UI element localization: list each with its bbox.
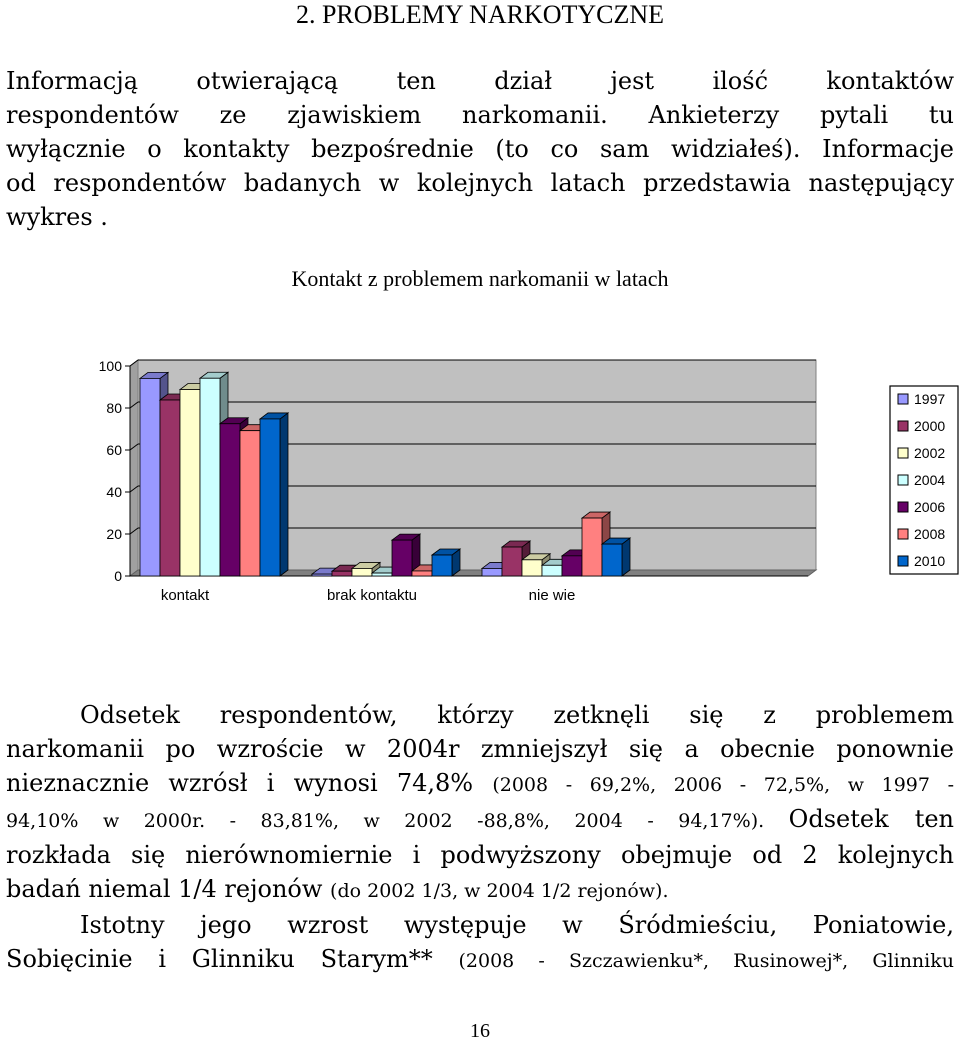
gridline-side: [129, 485, 139, 493]
bar: [139, 377, 161, 577]
plot-side-wall: [129, 359, 139, 577]
body-text-segment: Odsetek respondentów, którzy zetknęli si…: [80, 701, 954, 729]
analysis-paragraph: Odsetek respondentów, którzy zetknęli si…: [6, 698, 954, 978]
legend-swatch: [897, 501, 909, 513]
y-tick-label: 0: [114, 568, 122, 584]
intro-line: wyłącznie o kontakty bezpośrednie (to co…: [6, 135, 954, 163]
bar: [541, 564, 563, 577]
body-line: Odsetek respondentów, którzy zetknęli si…: [6, 698, 954, 732]
bar: [259, 418, 281, 577]
legend-label: 1997: [914, 391, 945, 407]
bar: [561, 555, 583, 577]
intro-line: wykres .: [6, 203, 108, 231]
bar-chart: 0 20 40 60 80 100 kontakt brak kontaktu nie wie 1…: [99, 358, 959, 604]
x-category-label: kontakt: [161, 587, 210, 604]
body-line: Sobięcinie i Glinniku Starym** (2008 - S…: [6, 942, 954, 978]
body-text-segment: Sobięcinie i Glinniku Starym**: [6, 945, 459, 973]
section-heading: 2. PROBLEMY NARKOTYCZNE: [295, 0, 665, 29]
bar: [481, 568, 503, 577]
bar-side: [621, 537, 631, 577]
y-tick-label: 20: [106, 526, 122, 542]
body-text-segment: (2008 - Szczawienku*, Rusinowej*, Glinni…: [458, 950, 955, 972]
legend-label: 2006: [914, 499, 945, 515]
body-text-segment: (do 2002 1/3, w 2004 1/2 rejonów).: [330, 880, 669, 902]
page-number: 16: [470, 1020, 490, 1042]
body-text-segment: (2008 - 69,2%, 2006 - 72,5%, w 1997 -: [492, 774, 955, 796]
bar: [601, 543, 623, 577]
body-line: Istotny jego wzrost występuje w Śródmieś…: [6, 908, 954, 942]
legend-swatch: [897, 447, 909, 459]
y-tick-label: 60: [106, 442, 122, 458]
bar: [431, 554, 453, 577]
intro-paragraph: Informacją otwierającą ten dział jest il…: [6, 64, 954, 234]
y-tick-label: 40: [106, 484, 122, 500]
bar: [521, 559, 543, 577]
body-text-segment: Odsetek ten: [788, 805, 955, 833]
bar: [501, 546, 523, 577]
bar: [239, 430, 261, 577]
gridline-side: [129, 527, 139, 535]
body-text-segment: nieznacznie wzrósł i wynosi 74,8%: [6, 769, 493, 797]
bar: [311, 573, 333, 577]
bar: [219, 423, 241, 577]
body-line: badań niemal 1/4 rejonów (do 2002 1/3, w…: [6, 872, 954, 908]
y-tick-label: 100: [99, 358, 123, 374]
chart-title: Kontakt z problemem narkomanii w latach: [291, 266, 669, 291]
body-text-segment: rozkłada się nierównomiernie i podwyższo…: [6, 841, 954, 869]
bar: [199, 377, 221, 577]
body-line: nieznacznie wzrósł i wynosi 74,8% (2008 …: [6, 766, 954, 802]
bar: [391, 539, 413, 577]
legend-swatch: [897, 555, 909, 567]
legend-label: 2010: [914, 553, 945, 569]
intro-line: od respondentów badanych w kolejnych lat…: [6, 169, 954, 197]
bar: [159, 399, 181, 577]
bar-side: [279, 412, 289, 577]
body-line: 94,10% w 2000r. - 83,81%, w 2002 -88,8%,…: [6, 802, 954, 838]
legend-swatch: [897, 393, 909, 405]
body-line: rozkłada się nierównomiernie i podwyższo…: [6, 838, 954, 872]
body-text-segment: Istotny jego wzrost występuje w Śródmieś…: [80, 911, 954, 939]
bar: [351, 568, 373, 577]
x-category-label: nie wie: [529, 587, 576, 604]
legend-swatch: [897, 420, 909, 432]
x-category-label: brak kontaktu: [327, 587, 417, 604]
legend-label: 2004: [914, 472, 945, 488]
legend-label: 2008: [914, 526, 945, 542]
body-text-segment: 94,10% w 2000r. - 83,81%, w 2002 -88,8%,…: [6, 810, 789, 832]
intro-line: Informacją otwierającą ten dział jest il…: [6, 67, 954, 95]
bar: [581, 517, 603, 577]
bar: [331, 570, 353, 577]
legend-swatch: [897, 474, 909, 486]
bar: [371, 572, 393, 577]
gridline-side: [129, 359, 139, 367]
bar: [411, 570, 433, 577]
y-tick-label: 80: [106, 400, 122, 416]
body-line: narkomanii po wzroście w 2004r zmniejszy…: [6, 732, 954, 766]
legend-swatch: [897, 528, 909, 540]
body-text-segment: narkomanii po wzroście w 2004r zmniejszy…: [6, 735, 954, 763]
legend-label: 2000: [914, 418, 945, 434]
legend-label: 2002: [914, 445, 945, 461]
bar: [179, 389, 201, 577]
gridline-side: [129, 443, 139, 451]
gridline-side: [129, 401, 139, 409]
body-text-segment: badań niemal 1/4 rejonów: [6, 875, 331, 903]
intro-line: respondentów ze zjawiskiem narkomanii. A…: [6, 101, 954, 129]
